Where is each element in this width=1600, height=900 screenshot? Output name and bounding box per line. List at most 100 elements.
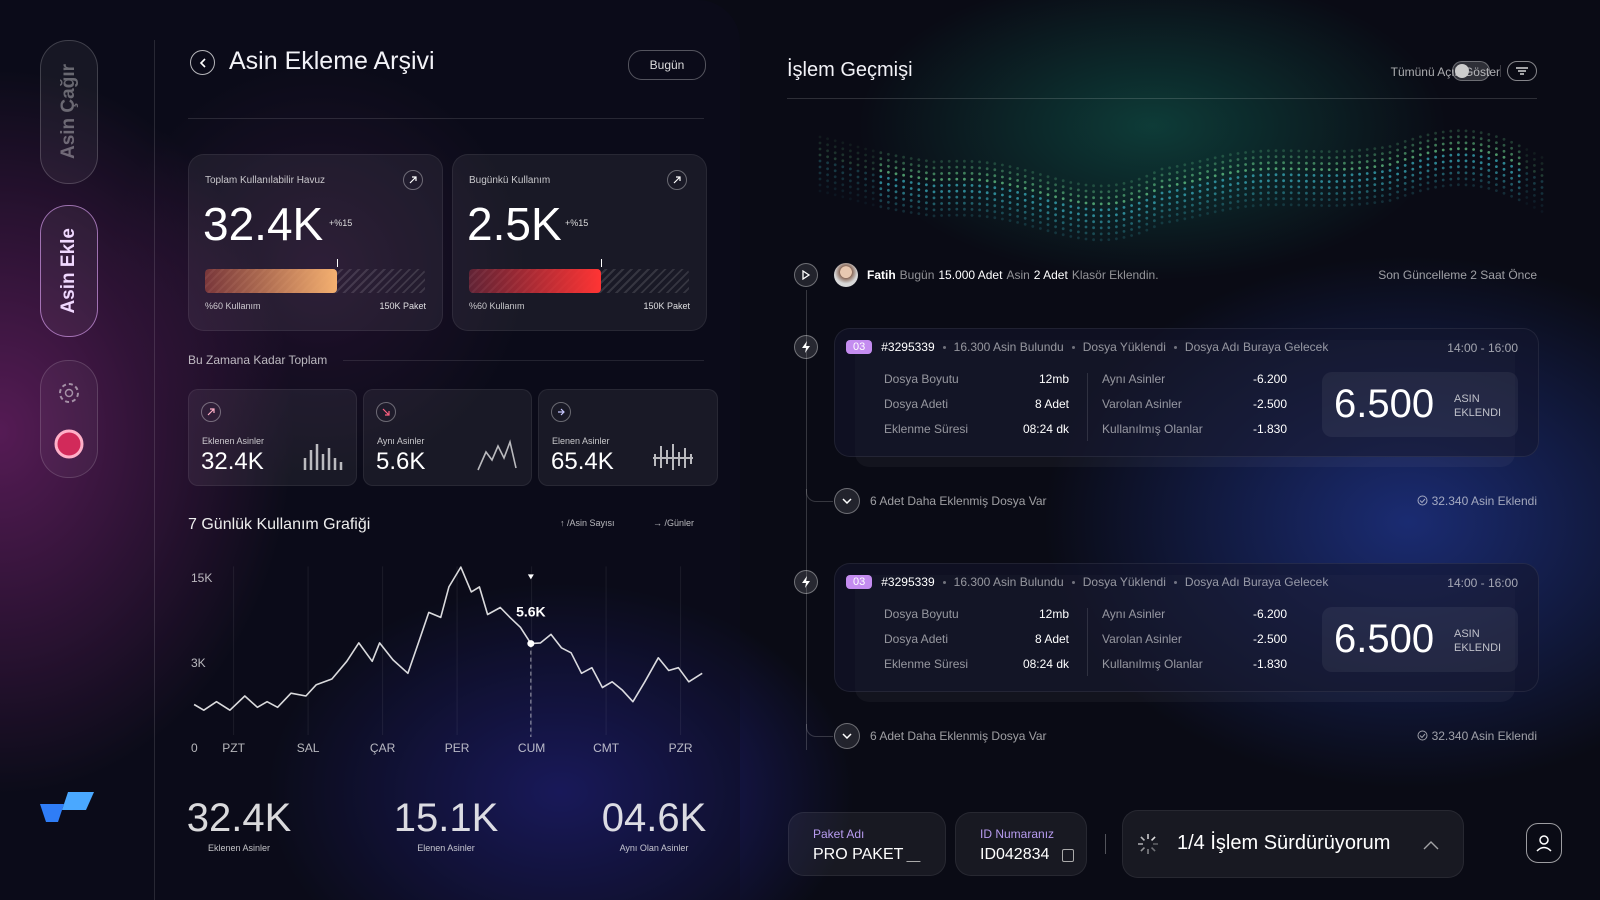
wave-dot (1153, 225, 1156, 229)
wave-dot (1160, 173, 1164, 177)
wave-dot (1373, 147, 1377, 151)
wave-dot (1525, 172, 1529, 175)
wave-dot (871, 161, 875, 165)
entry-header: 03 #3295339 16.300 Asin Bulundu Dosya Yükle… (846, 575, 1328, 589)
wave-dot (1312, 168, 1316, 171)
wave-dot (1213, 174, 1217, 178)
wave-dot (1145, 204, 1149, 208)
filter-icon-button[interactable] (1507, 61, 1537, 81)
wave-dot (1335, 186, 1339, 189)
card-link[interactable] (403, 170, 423, 190)
wave-dot (1191, 191, 1194, 195)
wave-dot (1099, 190, 1103, 194)
wave-dot (1320, 192, 1323, 195)
wave-dot (1084, 201, 1088, 205)
wave-dot (871, 167, 875, 171)
wave-dot (1183, 199, 1187, 203)
wave-dot (1221, 154, 1225, 158)
wave-dot (1251, 186, 1255, 190)
wave-dot (1008, 171, 1012, 175)
wave-dot (1464, 159, 1468, 163)
wave-dot (1297, 179, 1301, 183)
expand-button[interactable] (834, 723, 860, 749)
wave-dot (1267, 167, 1270, 171)
wave-dot (1016, 191, 1019, 194)
wave-dot (1107, 214, 1111, 218)
wave-dot (1236, 158, 1240, 161)
wave-dot (1244, 193, 1247, 196)
wave-dot (1479, 137, 1483, 141)
toggle[interactable] (1452, 61, 1490, 81)
wave-dot (1221, 208, 1225, 212)
wave-dot (1320, 162, 1323, 165)
wave-dot (1160, 185, 1164, 189)
wave-dot (909, 211, 913, 214)
wave-dot (1449, 147, 1453, 151)
wave-dot (1388, 187, 1392, 190)
summary-item: 04.6K Aynı Olan Asinler (554, 796, 754, 853)
wave-dot (1533, 200, 1536, 203)
wave-dot (1160, 209, 1164, 213)
wave-dot (1457, 177, 1460, 181)
filter-button[interactable]: Bugün (628, 50, 706, 80)
summary-value: 32.4K (186, 796, 292, 840)
card-link[interactable] (667, 170, 687, 190)
wave-dot (1388, 163, 1392, 166)
toggle-label: Tümünü Açık Göster (1390, 65, 1500, 79)
wave-dot (1388, 169, 1392, 172)
shield-button[interactable] (1526, 823, 1562, 863)
left-panel (0, 0, 740, 900)
wave-dot (1077, 206, 1080, 210)
wave-dot (879, 199, 883, 203)
wave-dot (1130, 180, 1133, 183)
tool-icons[interactable] (41, 361, 97, 477)
wave-dot (1305, 167, 1308, 171)
wave-dot (1533, 152, 1536, 155)
wave-dot (1381, 152, 1384, 156)
back-button[interactable] (190, 50, 215, 75)
wave-dot (856, 163, 860, 167)
more-total-text: 32.340 Asin Eklendi (1431, 729, 1537, 743)
wave-dot (1198, 165, 1202, 169)
wave-dot (909, 187, 913, 190)
wave-dot (1092, 184, 1095, 188)
wave-dot (1137, 207, 1141, 211)
wave-dot (1517, 150, 1521, 154)
wave-dot (1206, 164, 1209, 167)
sidebar-item[interactable]: Asin Ekle (40, 205, 98, 337)
wave-dot (1472, 136, 1475, 139)
wave-dot (1153, 189, 1156, 193)
wave-dot (1031, 177, 1035, 180)
expand-button[interactable] (834, 488, 860, 514)
wave-dot (1206, 182, 1209, 185)
wave-dot (1122, 194, 1126, 197)
wave-dot (1381, 176, 1384, 180)
wave-dot (849, 173, 852, 177)
play-button[interactable] (794, 263, 818, 287)
sidebar-label: Asin Çağır (58, 64, 79, 160)
wave-dot (1168, 184, 1171, 188)
wave-dot (932, 172, 936, 176)
collapse-button[interactable] (1423, 837, 1439, 850)
wave-dot (1008, 189, 1012, 193)
entry-card: 03 #3295339 16.300 Asin Bulundu Dosya Yükle… (834, 328, 1539, 457)
total-card: Aynı Asinler 5.6K (363, 389, 532, 486)
wave-dot (1441, 148, 1445, 152)
wave-dot (1297, 161, 1301, 165)
sidebar-item[interactable]: Asin Çağır (40, 40, 98, 184)
wave-dot (1419, 171, 1422, 175)
wave-dot (1441, 130, 1445, 134)
wave-dot (879, 205, 883, 209)
entry-time: 14:00 - 16:00 (1447, 576, 1518, 590)
wave-dot (1517, 198, 1521, 202)
wave-dot (841, 189, 845, 193)
wave-dot (1373, 177, 1377, 181)
wave-dot (1434, 185, 1437, 189)
wave-dot (1472, 142, 1475, 145)
wave-dot (826, 149, 829, 153)
wave-dot (1282, 149, 1285, 153)
edit-icon[interactable] (906, 847, 926, 862)
wave-dot (1373, 165, 1377, 169)
copy-icon[interactable] (1062, 849, 1074, 862)
